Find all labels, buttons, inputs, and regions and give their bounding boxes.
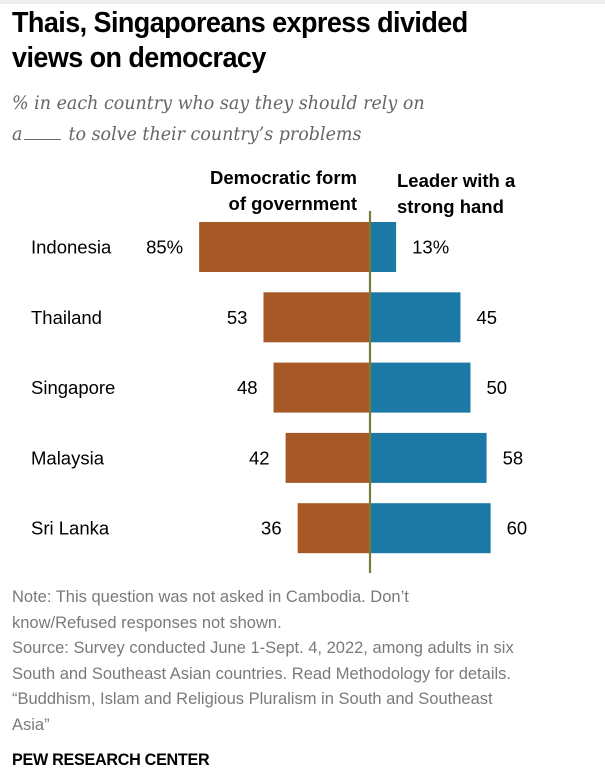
bar-strong-leader-indonesia — [370, 222, 397, 272]
chart-title: Thais, Singaporeans express divided view… — [12, 6, 561, 76]
value-label-strong-leader-malaysia: 58 — [503, 447, 524, 468]
subtitle-suffix: to solve their country’s problems — [68, 123, 362, 145]
value-label-democratic-sri-lanka: 36 — [261, 518, 282, 539]
chart-subtitle: % in each country who say they should re… — [12, 88, 527, 150]
footer-notes: Note: This question was not asked in Cam… — [12, 585, 602, 738]
subtitle-line-2: a to solve their country’s problems — [12, 119, 527, 150]
top-strip — [0, 0, 605, 4]
bar-strong-leader-sri-lanka — [370, 503, 491, 554]
bar-row-indonesia: Indonesia 85% 13% — [31, 222, 449, 272]
country-label-sri-lanka: Sri Lanka — [31, 518, 110, 539]
bar-strong-leader-singapore — [370, 362, 471, 413]
value-label-strong-leader-thailand: 45 — [476, 307, 497, 328]
value-label-strong-leader-singapore: 50 — [487, 377, 508, 398]
bar-democratic-thailand — [263, 292, 370, 343]
bar-strong-leader-thailand — [370, 292, 461, 343]
value-label-democratic-malaysia: 42 — [249, 447, 270, 468]
value-label-strong-leader-sri-lanka: 60 — [507, 518, 528, 539]
bar-democratic-sri-lanka — [297, 503, 370, 554]
bar-democratic-malaysia — [285, 432, 370, 483]
subtitle-line-1: % in each country who say they should re… — [12, 92, 425, 114]
country-label-singapore: Singapore — [31, 377, 115, 398]
source-line-2: South and Southeast Asian countries. Rea… — [12, 664, 511, 683]
country-label-indonesia: Indonesia — [31, 237, 112, 258]
value-label-strong-leader-indonesia: 13% — [412, 237, 449, 258]
subtitle-blank — [24, 123, 62, 140]
value-label-democratic-indonesia: 85% — [146, 237, 183, 258]
column-header-strong-leader-line-1: Leader with a — [397, 170, 516, 191]
pew-research-center-logo: PEW RESEARCH CENTER — [12, 750, 210, 769]
bar-strong-leader-malaysia — [370, 432, 487, 483]
column-header-democratic: Democratic form of government — [210, 165, 357, 217]
bar-row-thailand: Thailand 53 45 — [31, 292, 497, 343]
country-label-malaysia: Malaysia — [31, 447, 105, 468]
bar-row-singapore: Singapore 48 50 — [31, 362, 508, 413]
column-header-democratic-line-1: Democratic form — [209, 167, 357, 188]
source-line-4: Asia” — [12, 715, 50, 734]
value-label-democratic-singapore: 48 — [237, 377, 258, 398]
country-label-thailand: Thailand — [31, 307, 102, 328]
value-label-democratic-thailand: 53 — [227, 307, 248, 328]
column-header-democratic-line-2: of government — [228, 193, 357, 214]
bar-democratic-indonesia — [199, 222, 370, 272]
subtitle-prefix: a — [12, 123, 23, 145]
bar-row-malaysia: Malaysia 42 58 — [31, 432, 524, 483]
note-line-2: know/Refused responses not shown. — [12, 613, 282, 632]
note-line-1: Note: This question was not asked in Cam… — [12, 588, 409, 606]
bar-democratic-singapore — [273, 362, 370, 413]
bar-row-sri-lanka: Sri Lanka 36 60 — [31, 503, 528, 554]
chart-title-line-2: views on democracy — [12, 42, 266, 74]
source-line-1: Source: Survey conducted June 1-Sept. 4,… — [12, 639, 514, 657]
chart-title-line-1: Thais, Singaporeans express divided — [12, 7, 468, 39]
column-header-strong-leader: Leader with a strong hand — [397, 168, 515, 220]
source-line-3: “Buddhism, Islam and Religious Pluralism… — [12, 690, 493, 708]
column-header-strong-leader-line-2: strong hand — [397, 196, 504, 217]
